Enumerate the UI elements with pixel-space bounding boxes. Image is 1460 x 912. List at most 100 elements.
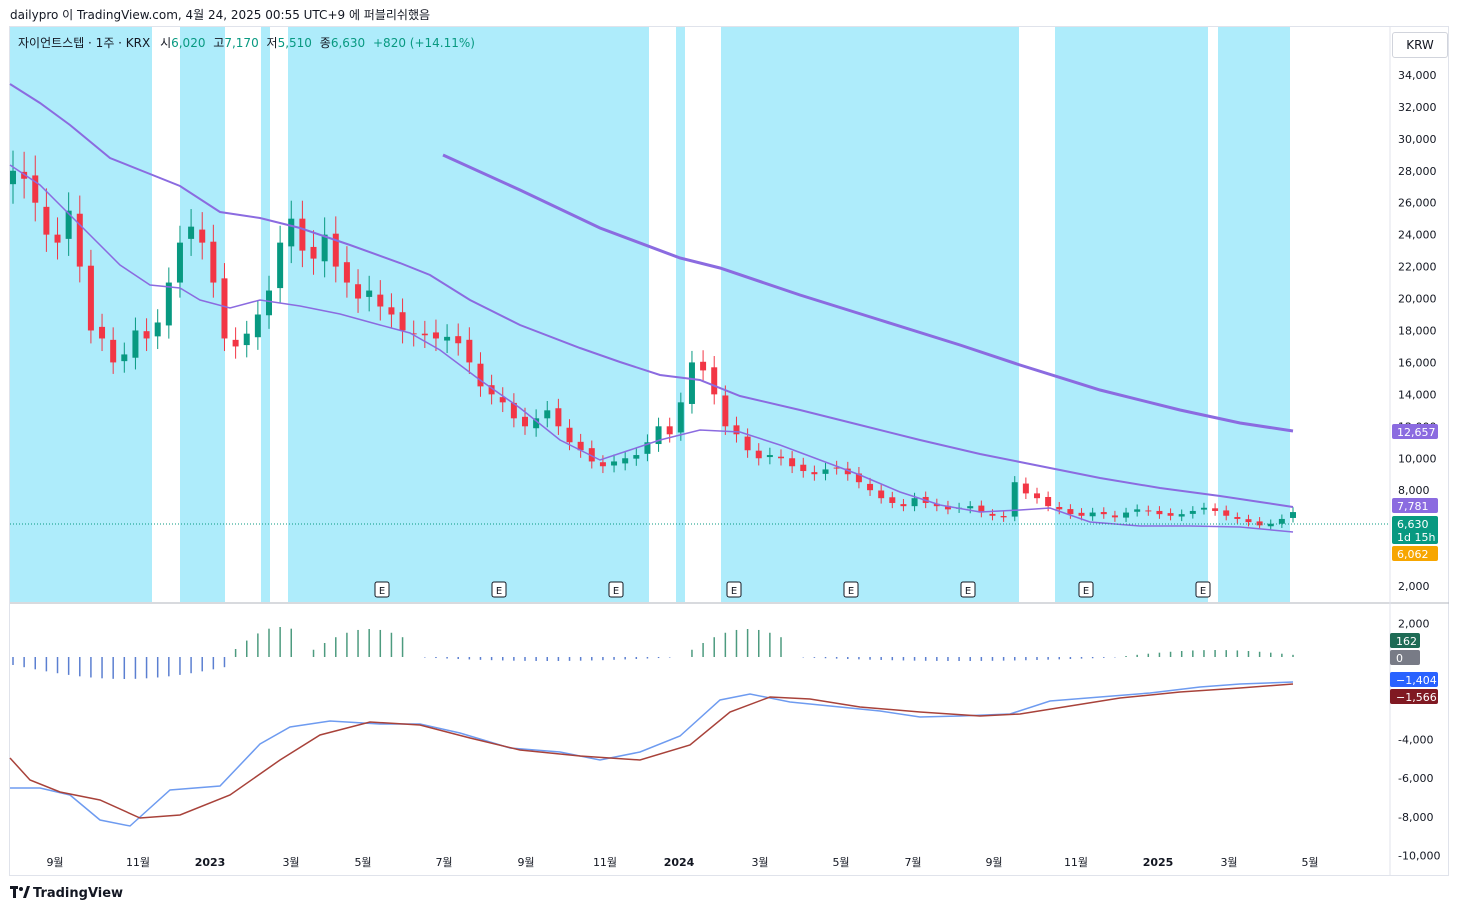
candle-body — [343, 262, 350, 283]
candle-body — [1145, 510, 1152, 512]
macd-badge — [1390, 672, 1438, 687]
candle-body — [566, 427, 573, 443]
candle-body — [522, 416, 528, 427]
time-tick-label: 9월 — [985, 856, 1002, 869]
macd-badge — [1390, 633, 1420, 648]
candle-body — [1267, 523, 1274, 527]
highlight-band-1 — [180, 27, 225, 602]
chart-frame — [9, 26, 1449, 876]
candle-body — [499, 397, 506, 403]
candle-body — [87, 265, 94, 331]
macd-tick-label: -4,000 — [1398, 734, 1433, 747]
candle-body — [266, 290, 272, 316]
moving-average-long-line — [9, 83, 1294, 508]
candle-body — [510, 402, 517, 419]
highlight-band-4 — [676, 27, 685, 602]
candle-body — [121, 354, 128, 362]
candle-body — [1223, 510, 1230, 516]
open-label: 시 — [160, 36, 172, 50]
candle-body — [1256, 521, 1263, 526]
candle-body — [366, 290, 373, 297]
time-tick-label: 3월 — [751, 856, 768, 869]
candle-body — [488, 385, 495, 395]
macd-tick-label: 2,000 — [1398, 617, 1430, 630]
macd-badge-label: 0 — [1396, 652, 1403, 665]
time-tick-label: 2024 — [664, 856, 695, 869]
candle-body — [165, 282, 172, 326]
candle-body — [388, 307, 395, 315]
candle-body — [188, 226, 195, 239]
macd-line — [10, 681, 1294, 827]
time-tick-label: 5월 — [1301, 856, 1318, 869]
change-value: +820 (+14.11%) — [373, 36, 475, 50]
high-label: 고 — [213, 36, 225, 50]
candle-body — [1212, 508, 1219, 511]
candle-body — [733, 425, 740, 435]
time-tick-label: 2025 — [1143, 856, 1174, 869]
price-tick-label: 18,000 — [1398, 324, 1437, 337]
time-tick-label: 11월 — [1064, 856, 1088, 869]
highlight-band-5 — [721, 27, 1019, 602]
candle-body — [833, 467, 840, 469]
symbol-name[interactable]: 자이언트스텝 · 1주 · KRX — [18, 36, 151, 50]
macd-histogram — [12, 627, 1294, 679]
candle-body — [544, 410, 551, 419]
candle-body — [288, 218, 295, 247]
time-tick-label: 5월 — [832, 856, 849, 869]
price-tick-label: 2,000 — [1398, 580, 1430, 593]
time-tick-label: 5월 — [354, 856, 371, 869]
candle-body — [900, 504, 907, 507]
candle-body — [1200, 507, 1207, 510]
signal-line — [9, 683, 1294, 819]
earnings-marker-box — [1195, 581, 1211, 598]
currency-button[interactable]: KRW — [1392, 32, 1448, 58]
candle-body — [1134, 509, 1141, 512]
price-badge — [1392, 498, 1438, 513]
price-badge — [1392, 424, 1438, 439]
highlight-band-7 — [1218, 27, 1290, 602]
price-tick-label: 8,000 — [1398, 484, 1430, 497]
close-label: 종 — [319, 36, 331, 50]
candle-body — [1290, 512, 1296, 518]
candle-body — [1022, 483, 1029, 494]
time-tick-label: 7월 — [435, 856, 452, 869]
time-tick-label: 9월 — [46, 856, 63, 869]
candle-body — [332, 233, 339, 267]
candle-body — [54, 234, 61, 243]
candle-body — [199, 229, 206, 243]
candle-body — [32, 175, 39, 203]
candle-body — [644, 442, 651, 454]
candle-body — [232, 339, 239, 347]
candle-body — [533, 418, 540, 429]
candle-body — [1189, 510, 1196, 514]
candle-body — [811, 472, 818, 475]
candle-body — [221, 278, 228, 339]
macd-badge — [1390, 689, 1438, 704]
highlight-band-3 — [288, 27, 649, 602]
candle-body — [599, 462, 606, 467]
earnings-marker-label: E — [379, 586, 385, 597]
highlight-band-0 — [10, 27, 152, 602]
candle-body — [277, 242, 284, 289]
candle-body — [989, 513, 996, 516]
publish-info: dailypro 이 TradingView.com, 4월 24, 2025 … — [10, 8, 431, 22]
candle-body — [154, 322, 161, 337]
price-badge-label: 6,630 — [1397, 518, 1429, 531]
candle-body — [633, 455, 640, 459]
low-value: 5,510 — [277, 36, 312, 50]
candle-body — [355, 284, 362, 299]
candle-body — [755, 450, 762, 459]
earnings-marker-label: E — [1083, 586, 1089, 597]
candle-body — [254, 314, 261, 338]
earnings-marker-box — [960, 581, 976, 598]
candle-body — [611, 461, 618, 466]
candles — [10, 150, 1296, 531]
candle-body — [822, 469, 829, 474]
price-badge-countdown: 1d 15h — [1397, 531, 1435, 544]
candle-body — [944, 505, 951, 510]
time-tick-label: 3월 — [1220, 856, 1237, 869]
macd-tick-label: -8,000 — [1398, 811, 1433, 824]
candle-body — [1045, 496, 1052, 507]
brand-name: TradingView — [33, 886, 124, 901]
